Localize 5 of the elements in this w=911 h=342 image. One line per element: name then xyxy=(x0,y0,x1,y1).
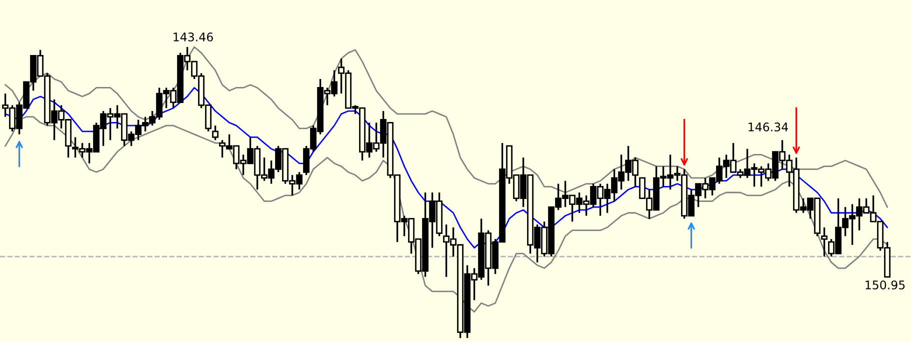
candlestick xyxy=(821,226,828,258)
candlestick xyxy=(212,124,219,141)
annotation: 150.95 xyxy=(866,280,905,290)
annotation: 146.34 xyxy=(748,122,788,132)
text: 143.46 xyxy=(174,32,213,42)
